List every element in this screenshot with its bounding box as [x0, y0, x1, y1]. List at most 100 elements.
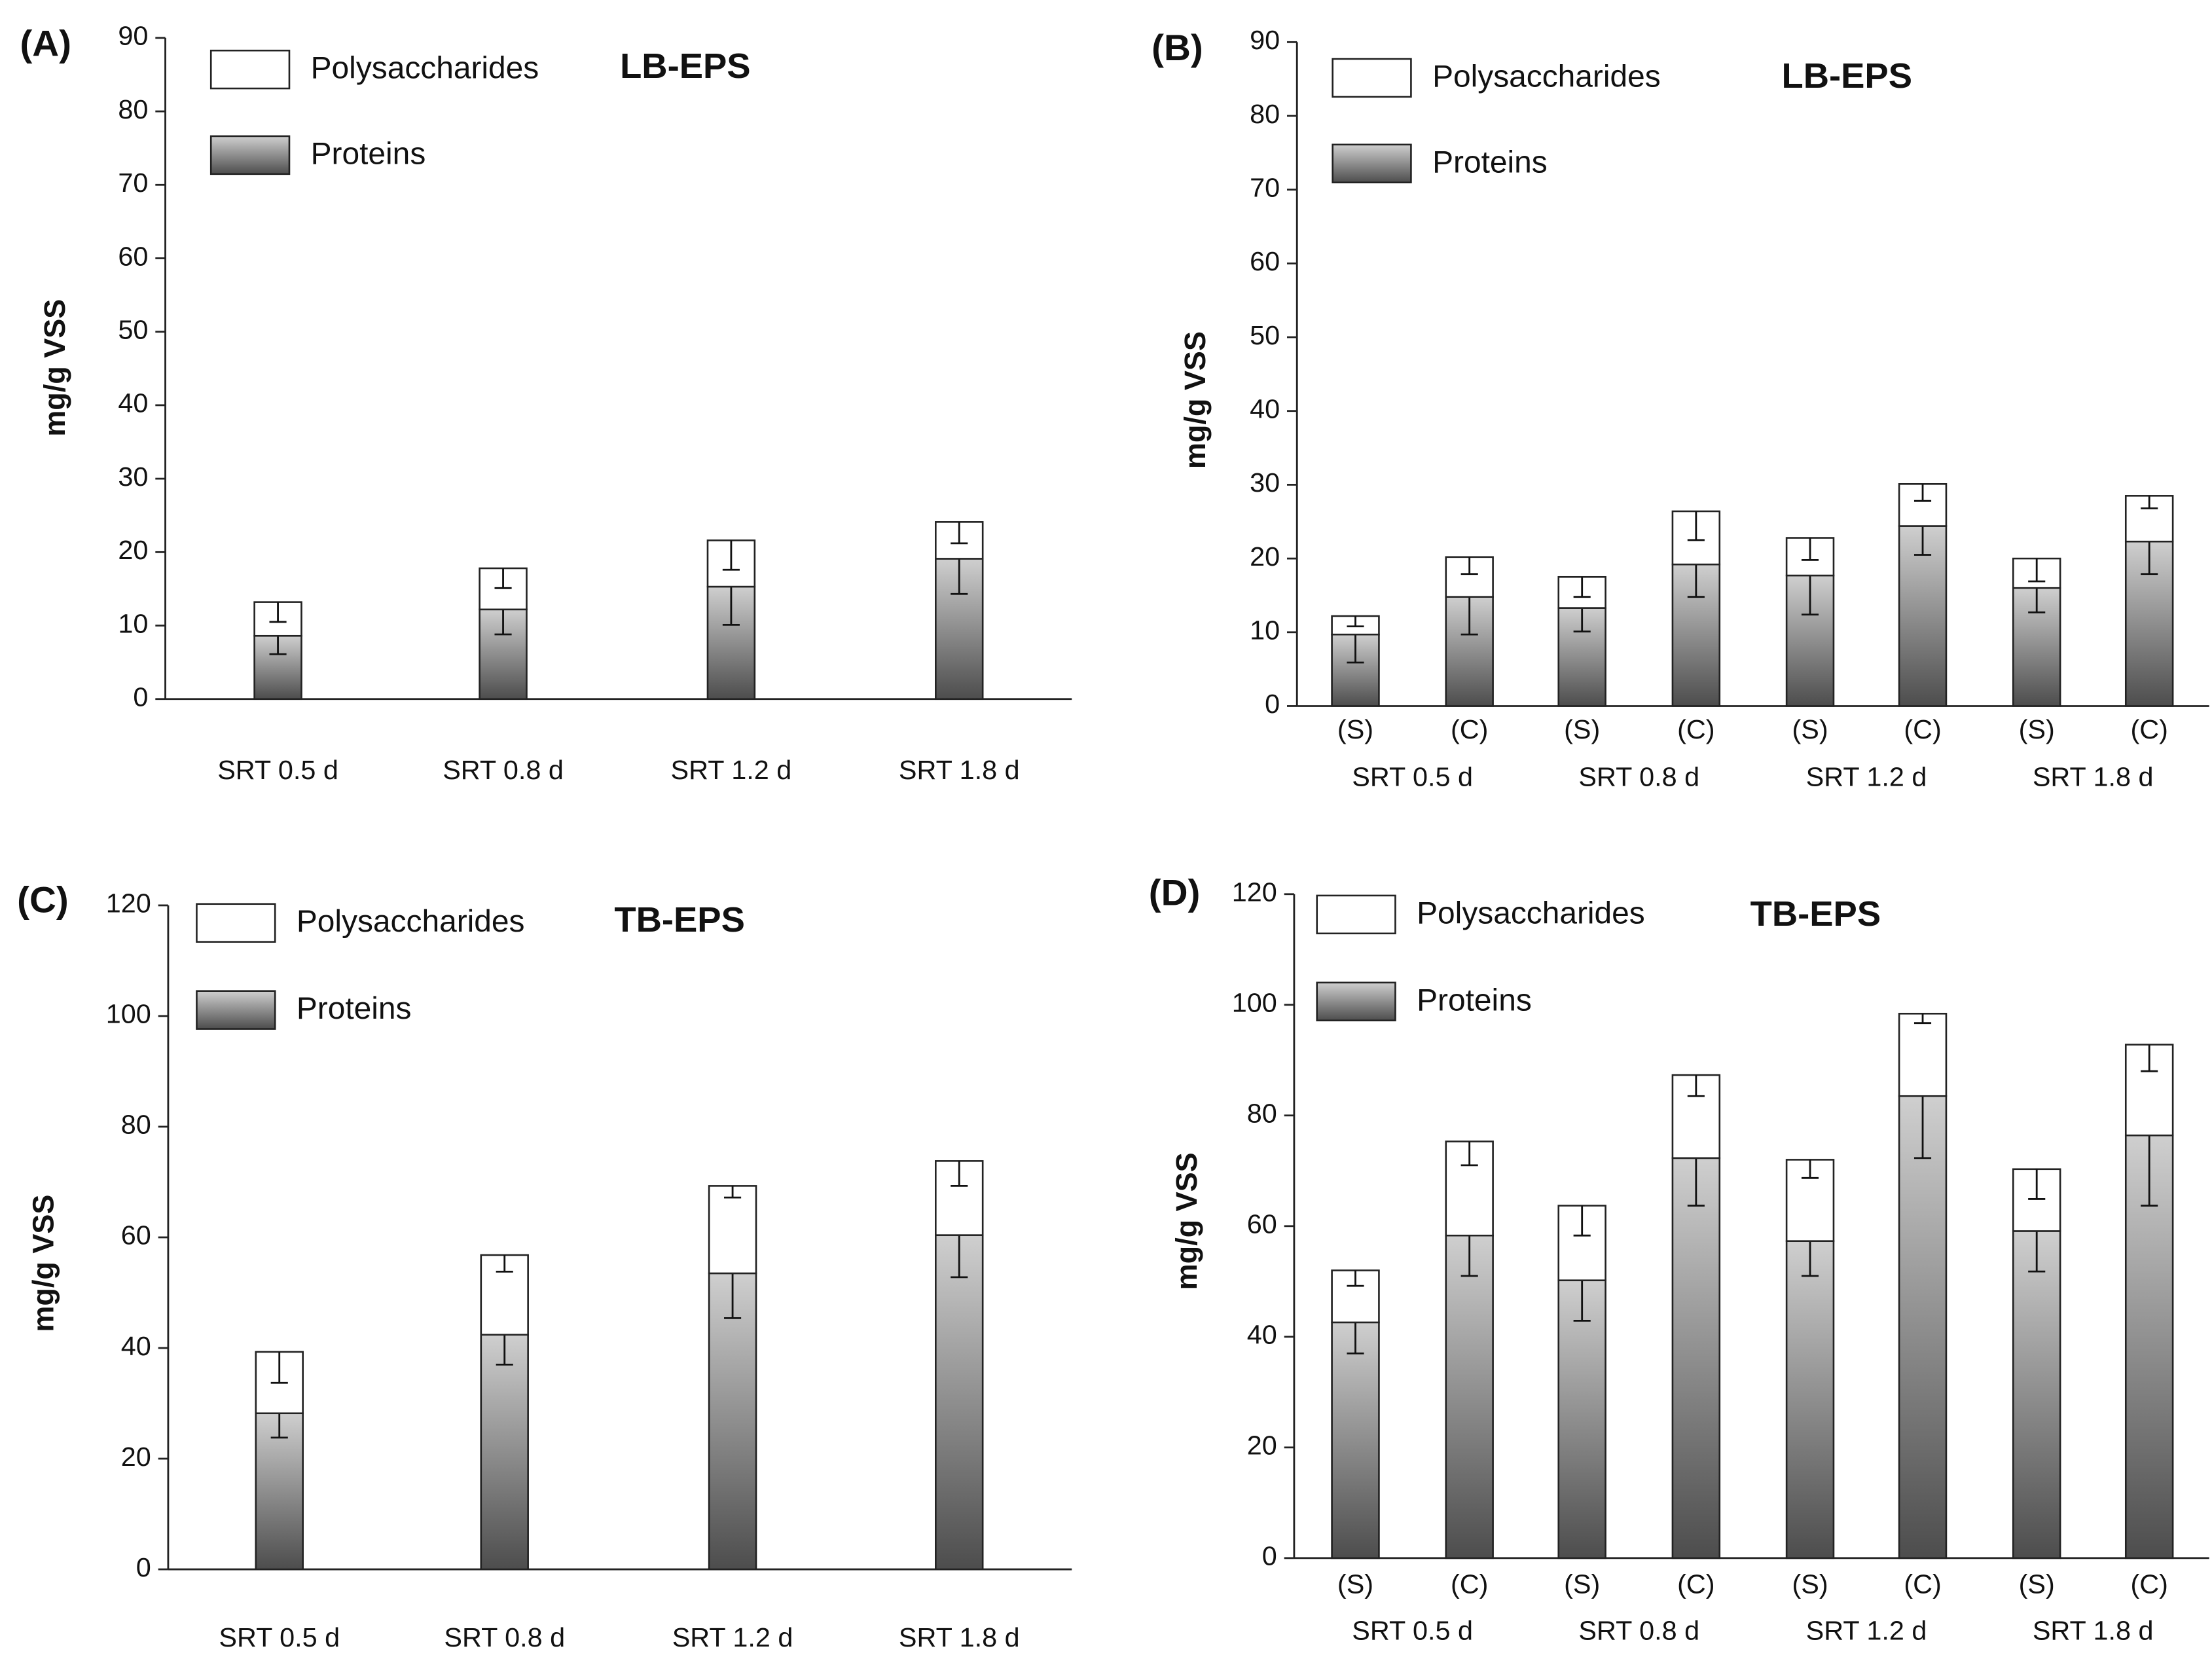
panel-label: (A) — [20, 23, 71, 64]
y-tick-label: 60 — [118, 242, 148, 272]
error-bar — [1913, 1013, 1932, 1025]
chart-panel: (C) TB-EPS mg/g VSS 0 20 40 60 80 100 120 Polysacc… — [17, 879, 1072, 1652]
error-bar — [270, 1413, 288, 1439]
y-tick-label: 50 — [118, 315, 148, 345]
error-bar — [270, 1351, 288, 1384]
x-tick-label: (C) — [1677, 1569, 1714, 1599]
y-tick-label: 100 — [106, 999, 151, 1029]
y-tick-label: 30 — [118, 462, 148, 492]
x-tick-label: SRT 1.8 d — [899, 755, 1020, 785]
y-tick-label: 120 — [1232, 877, 1277, 907]
error-bar — [1801, 1241, 1819, 1277]
error-bar — [2141, 1135, 2158, 1207]
error-bar — [1460, 596, 1478, 636]
error-bar — [1573, 577, 1591, 598]
bar-segment — [706, 585, 756, 701]
error-bar — [1347, 1322, 1364, 1355]
error-bar — [724, 1186, 742, 1199]
error-bar — [496, 1334, 513, 1366]
bar-segment — [1331, 1321, 1380, 1559]
bar-segment — [1671, 1157, 1721, 1559]
chart-panel: (A) LB-EPS mg/g VSS 0 10 20 30 40 50 60 70 80 90 Poly… — [20, 21, 1072, 785]
error-bar — [1687, 1075, 1705, 1097]
x-tick-label: SRT 1.8 d — [899, 1622, 1020, 1652]
group-label: SRT 0.8 d — [1578, 762, 1699, 792]
chart-title: TB-EPS — [1750, 895, 1881, 934]
y-tick-label: 0 — [133, 682, 148, 712]
legend-swatch — [1316, 894, 1396, 935]
chart-title: TB-EPS — [614, 900, 745, 939]
y-tick-label: 40 — [118, 388, 148, 418]
legend-swatch — [1332, 143, 1412, 184]
error-bar — [2028, 588, 2046, 613]
bar-segment — [1898, 483, 1948, 527]
y-axis-label: mg/g VSS — [1170, 1152, 1203, 1290]
x-tick-label: (C) — [1904, 714, 1941, 744]
y-tick-label: 80 — [1250, 99, 1280, 129]
x-tick-label: SRT 1.2 d — [671, 755, 792, 785]
error-bar — [1347, 634, 1364, 664]
y-tick-label: 10 — [118, 609, 148, 639]
x-tick-label: (C) — [1451, 714, 1488, 744]
error-bar — [1347, 615, 1364, 628]
error-bar — [1801, 1159, 1819, 1179]
y-tick-label: 40 — [121, 1331, 151, 1361]
y-tick-label: 60 — [1247, 1209, 1277, 1239]
legend-swatch — [1332, 58, 1412, 98]
x-tick-label: SRT 0.5 d — [217, 755, 338, 785]
legend-swatch — [196, 990, 276, 1030]
bar-segment — [708, 1185, 757, 1275]
bar-segment — [1445, 1234, 1494, 1559]
error-bar — [1913, 526, 1932, 556]
group-label: SRT 0.5 d — [1352, 1616, 1473, 1646]
error-bar — [722, 540, 740, 571]
bar-segment — [1557, 1279, 1606, 1559]
error-bar — [1687, 1157, 1705, 1207]
error-bar — [722, 587, 740, 626]
bar-segment — [2012, 1230, 2061, 1559]
panel-label: (C) — [17, 879, 69, 920]
error-bar — [951, 1235, 968, 1279]
y-tick-label: 80 — [118, 94, 148, 124]
error-bar — [951, 1161, 968, 1187]
legend-label: Proteins — [311, 137, 426, 172]
y-tick-label: 50 — [1250, 320, 1280, 350]
y-tick-label: 120 — [106, 888, 151, 919]
error-bar — [269, 636, 287, 655]
y-tick-label: 0 — [1265, 689, 1280, 720]
y-tick-label: 40 — [1247, 1320, 1277, 1350]
x-tick-label: (C) — [2130, 714, 2167, 744]
x-tick-label: SRT 0.8 d — [443, 755, 564, 785]
bar-segment — [480, 1334, 529, 1571]
y-axis-label: mg/g VSS — [1178, 331, 1212, 469]
legend-label: Polysaccharides — [297, 905, 525, 939]
y-tick-label: 0 — [1262, 1541, 1277, 1571]
chart-title: LB-EPS — [1781, 57, 1912, 96]
error-bar — [1573, 1205, 1591, 1237]
group-label: SRT 0.5 d — [1352, 762, 1473, 792]
error-bar — [494, 609, 512, 636]
group-label: SRT 1.2 d — [1806, 1616, 1927, 1646]
x-tick-label: SRT 0.8 d — [444, 1622, 565, 1652]
legend-swatch — [209, 49, 291, 90]
y-tick-label: 70 — [118, 168, 148, 198]
bar-segment — [479, 608, 528, 701]
error-bar — [2141, 496, 2158, 509]
group-label: SRT 1.8 d — [2033, 1616, 2154, 1646]
bar-segment — [1898, 1095, 1948, 1559]
bar-segment — [935, 1234, 984, 1571]
x-tick-label: (S) — [1337, 1569, 1373, 1599]
y-tick-label: 80 — [1247, 1099, 1277, 1129]
x-tick-label: SRT 1.2 d — [672, 1622, 793, 1652]
y-tick-label: 20 — [1250, 541, 1280, 572]
y-tick-label: 40 — [1250, 394, 1280, 424]
error-bar — [724, 1273, 742, 1319]
group-label: SRT 0.8 d — [1578, 1616, 1699, 1646]
y-tick-label: 0 — [136, 1552, 151, 1582]
x-tick-label: (C) — [1451, 1569, 1488, 1599]
error-bar — [2141, 1044, 2158, 1072]
error-bar — [951, 558, 968, 595]
error-bar — [494, 568, 512, 589]
group-label: SRT 1.8 d — [2033, 762, 2154, 792]
